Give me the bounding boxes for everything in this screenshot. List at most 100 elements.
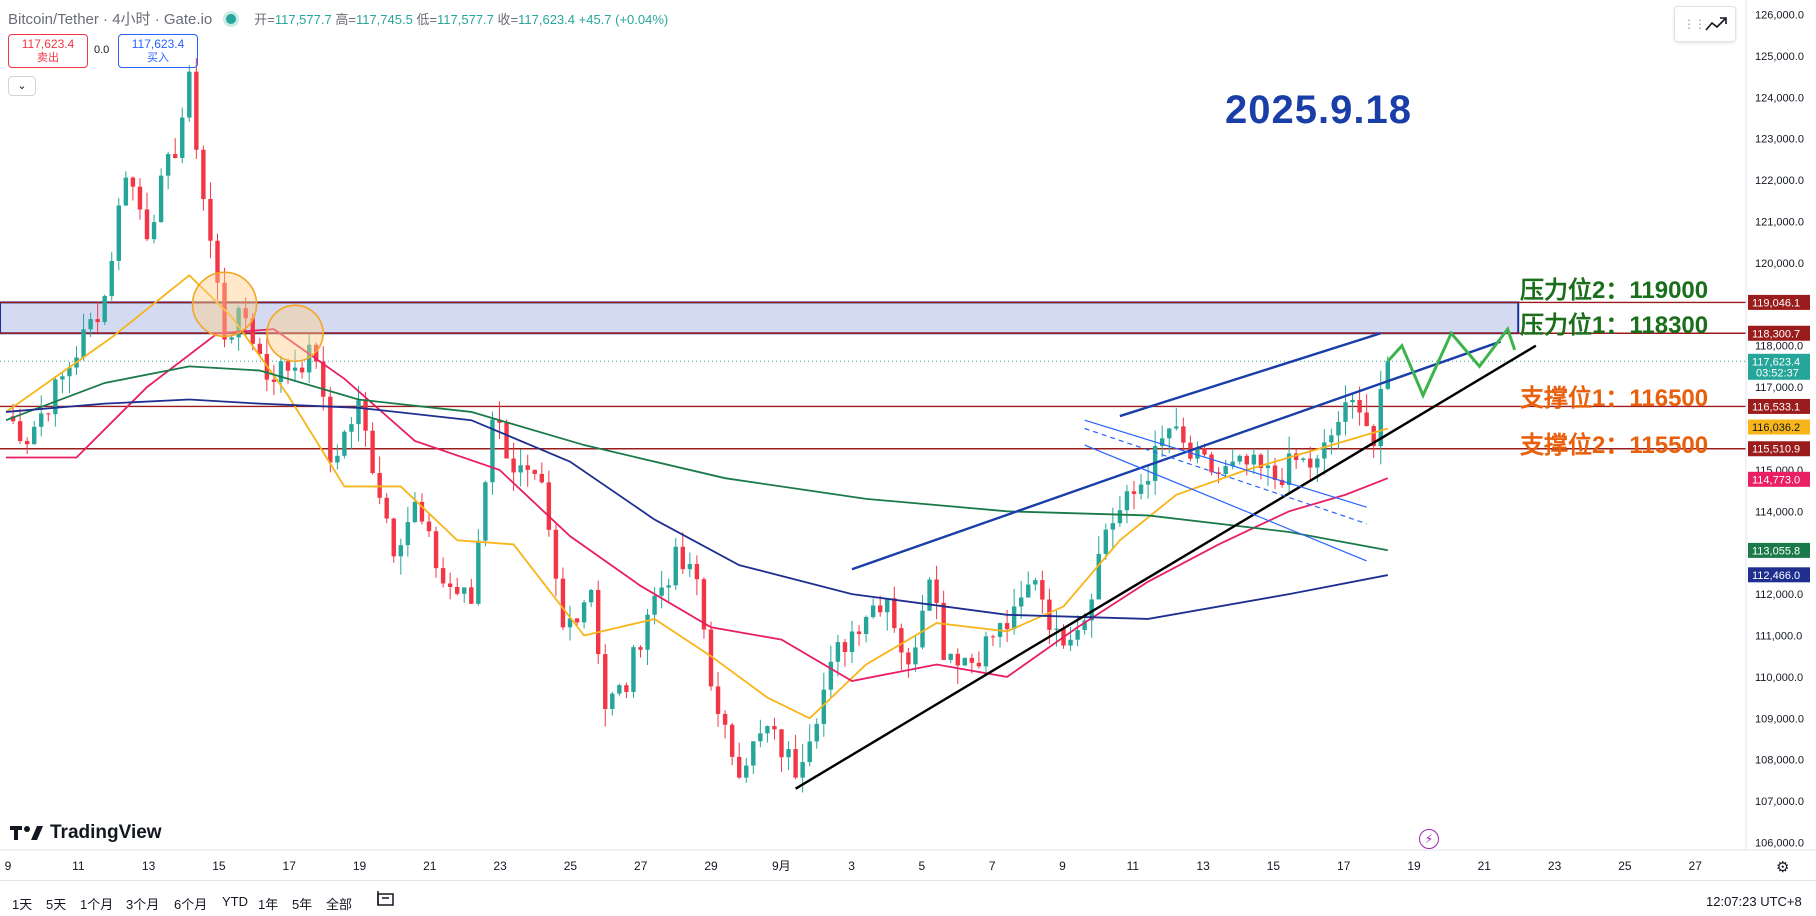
candle [553, 529, 559, 579]
candle [144, 209, 150, 240]
candle [955, 653, 960, 666]
candle [1004, 623, 1010, 630]
tradingview-logo[interactable]: TradingView [10, 822, 162, 844]
tradingview-logo-icon [10, 826, 43, 840]
trend-icon[interactable] [1705, 15, 1727, 33]
price-label: 116,036.2 [1752, 422, 1800, 434]
buy-button[interactable]: 117,623.4 买入 [118, 34, 198, 68]
candle [158, 175, 164, 223]
price-countdown: 03:52:37 [1756, 367, 1799, 379]
drag-grip-icon[interactable]: ⋮⋮ [1683, 17, 1706, 31]
symbol-title[interactable]: Bitcoin/Tether · 4小时 · Gate.io [8, 11, 213, 28]
x-tick-label: 23 [1548, 859, 1562, 873]
x-tick-label: 7 [989, 859, 996, 873]
price-label-box [1748, 325, 1810, 341]
candle [1343, 402, 1348, 422]
sell-label: 卖出 [37, 52, 59, 64]
close-value: 117,623.4 [518, 12, 575, 27]
range-5d[interactable]: 5天 [46, 897, 67, 912]
candle [1160, 438, 1165, 446]
bottom-toolbar [0, 880, 1816, 916]
high-value: 117,745.5 [355, 12, 413, 27]
candle [88, 319, 93, 330]
candle [596, 589, 601, 655]
candle [440, 568, 446, 584]
range-5y[interactable]: 5年 [292, 897, 313, 912]
candle [123, 177, 129, 206]
candle [222, 282, 227, 340]
trendline-3 [1084, 419, 1367, 508]
candle [856, 631, 862, 634]
candle [849, 631, 855, 652]
candle [137, 186, 143, 210]
candle [588, 589, 594, 603]
price-label: 112,466.0 [1752, 570, 1800, 582]
candle [462, 587, 467, 594]
settings-icon[interactable]: ⚙ [1776, 859, 1790, 876]
candle [701, 579, 707, 630]
sell-button[interactable]: 117,623.4 卖出 [8, 34, 88, 68]
lightning-icon[interactable]: ⚡ [1419, 829, 1439, 849]
candle [39, 413, 44, 427]
range-1y[interactable]: 1年 [258, 897, 279, 912]
ohlc-readout: 开=117,577.7 高=117,745.5 低=117,577.7 收=11… [254, 9, 668, 28]
range-1d[interactable]: 1天 [12, 897, 33, 912]
y-tick-label: 122,000.0 [1755, 175, 1804, 187]
range-3m[interactable]: 3个月 [126, 897, 160, 912]
x-tick-label: 17 [1337, 859, 1351, 873]
candle [1209, 454, 1214, 473]
replay-icon[interactable] [376, 889, 396, 907]
candle [81, 329, 86, 358]
candle [821, 689, 826, 724]
candle [455, 586, 460, 594]
candle [102, 296, 107, 323]
y-tick-label: 106,000.0 [1755, 838, 1804, 850]
candle [729, 724, 735, 757]
y-tick-label: 123,000.0 [1755, 134, 1804, 146]
range-1m[interactable]: 1个月 [80, 897, 114, 912]
low-label: 低= [416, 12, 438, 27]
market-open-indicator [226, 13, 237, 24]
candle [680, 546, 685, 570]
buy-label: 买入 [147, 52, 169, 64]
drawing-toolbox[interactable]: ⋮⋮ [1674, 6, 1736, 42]
x-tick-label: 21 [1478, 859, 1492, 873]
candle [744, 765, 749, 778]
change-value: +45.7 (+0.04%) [578, 12, 669, 27]
price-label-box [1748, 398, 1810, 414]
candle [1174, 426, 1179, 429]
candle [863, 617, 869, 634]
range-all[interactable]: 全部 [326, 897, 353, 912]
candle [793, 749, 798, 778]
high-label: 高= [335, 12, 356, 27]
range-6m[interactable]: 6个月 [174, 897, 208, 912]
candle [363, 400, 368, 431]
trendline-1 [851, 340, 1501, 571]
candle [1364, 412, 1369, 427]
candle [624, 685, 629, 692]
candle [532, 469, 537, 474]
candle [377, 472, 382, 498]
candle [1167, 428, 1172, 439]
collapse-legend-button[interactable]: ⌄ [8, 76, 36, 96]
candle [737, 756, 742, 778]
candle [1258, 454, 1264, 469]
candle [1350, 399, 1355, 403]
candle [870, 605, 876, 618]
candle [46, 413, 51, 415]
candle [1082, 620, 1087, 631]
moving-average-0 [5, 274, 1389, 720]
candle [151, 222, 157, 240]
candle [1181, 426, 1186, 443]
range-ytd[interactable]: YTD [222, 894, 248, 909]
candle [899, 628, 904, 653]
spread-value: 0.0 [94, 44, 110, 56]
candle [969, 657, 975, 663]
candle [1131, 491, 1137, 494]
candle [610, 693, 615, 709]
candle [236, 308, 241, 338]
candle [328, 396, 333, 463]
open-label: 开= [254, 12, 275, 27]
candle [447, 583, 453, 587]
